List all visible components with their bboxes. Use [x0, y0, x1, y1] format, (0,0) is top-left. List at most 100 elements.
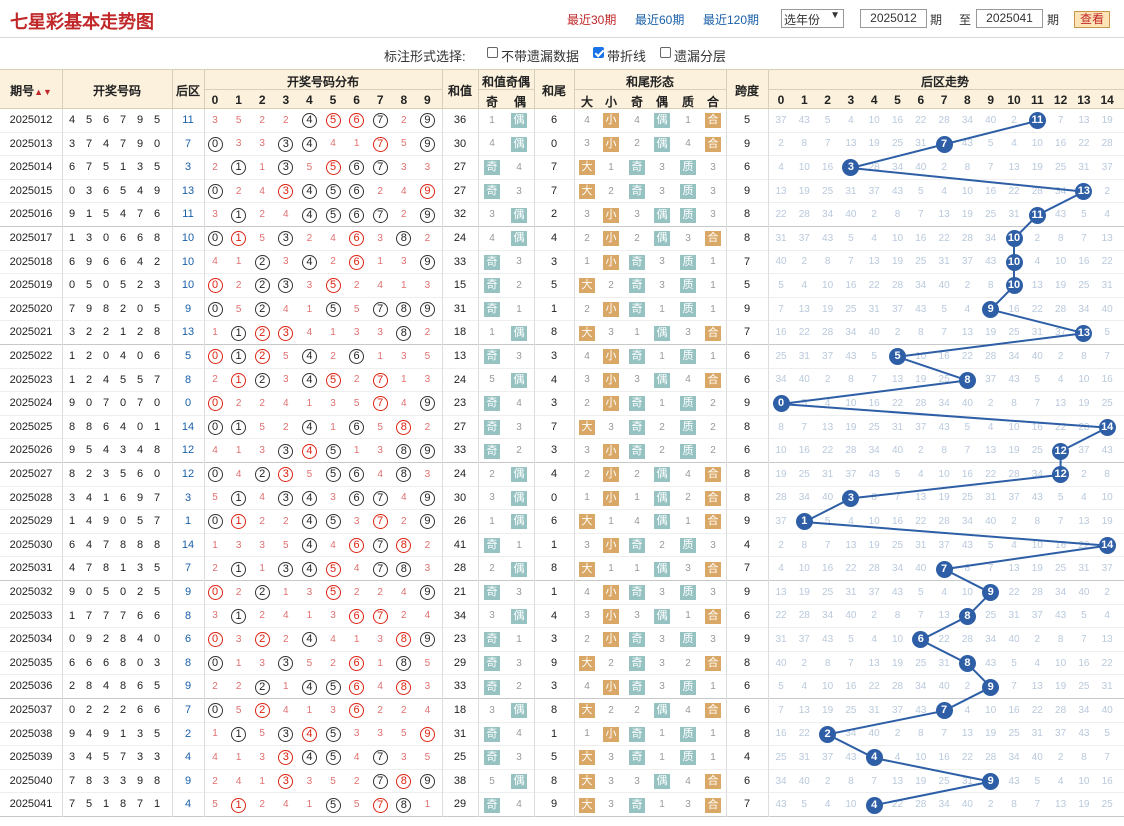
composite-tag: 合 [705, 467, 721, 483]
digit-ball: 6 [349, 113, 365, 129]
to-issue-input[interactable]: 2025041 [976, 9, 1043, 28]
back-trend-miss: 10 [798, 161, 810, 173]
number-cell: 4 [68, 114, 76, 126]
prime-tag: 质 [680, 679, 696, 695]
back-trend-miss: 2 [871, 209, 877, 221]
back-trend-miss: 25 [845, 303, 857, 315]
back-head-13: 13 [1077, 93, 1091, 107]
back-trend-miss: 2 [1081, 468, 1087, 480]
number-cell: 7 [68, 302, 76, 315]
span-cell: 6 [743, 444, 751, 457]
sort-icon[interactable]: ▲▼ [34, 87, 52, 97]
back-trend-miss: 4 [1011, 539, 1017, 551]
from-issue-input[interactable]: 2025012 [860, 9, 927, 28]
number-cell: 2 [102, 326, 110, 339]
back-trend-miss: 37 [775, 114, 787, 126]
digit-miss: 2 [424, 232, 431, 244]
digit-miss: 5 [235, 114, 242, 126]
back-trend-miss: 7 [1104, 350, 1110, 362]
tail-cell: 1 [550, 302, 558, 315]
checkbox-no-miss[interactable] [487, 47, 498, 58]
year-select[interactable]: 选年份 ▼ [781, 9, 844, 28]
digit-miss: 4 [283, 704, 289, 716]
option-line-label: 带折线 [607, 49, 647, 64]
back-trend-miss: 31 [915, 539, 927, 551]
query-button[interactable]: 查看 [1074, 11, 1110, 28]
span-cell: 9 [743, 302, 751, 315]
back-trend-miss: 43 [868, 468, 880, 480]
sum-cell: 38 [453, 774, 467, 787]
prime-tag: 质 [680, 632, 696, 648]
column-divider [574, 109, 575, 817]
back-trend-miss: 13 [891, 374, 904, 386]
number-cell: 6 [136, 232, 144, 244]
back-trend-miss: 40 [868, 327, 880, 339]
number-cell: 4 [102, 137, 110, 150]
back-trend-miss: 5 [918, 185, 924, 197]
back-trend-ball: 11 [1028, 206, 1046, 224]
back-trend-miss: 31 [1078, 563, 1090, 575]
digit-miss: 5 [353, 303, 360, 315]
number-cell: 5 [119, 373, 127, 386]
small-miss: 3 [608, 799, 614, 811]
back-trend-miss: 31 [868, 704, 880, 716]
small-miss: 2 [608, 185, 614, 197]
range-30-link[interactable]: 最近30期 [567, 13, 617, 27]
back-trend-miss: 37 [938, 539, 950, 551]
small-tag: 小 [603, 113, 619, 129]
digit-miss: 3 [401, 161, 407, 173]
odd2-miss: 2 [634, 138, 640, 150]
checkbox-line[interactable] [593, 47, 604, 58]
number-cell: 9 [68, 208, 76, 221]
number-cell: 2 [136, 326, 144, 339]
checkbox-layer[interactable] [660, 47, 671, 58]
back-trend-ball: 11 [1028, 112, 1046, 130]
number-cell: 0 [119, 586, 127, 598]
back-trend-miss: 28 [1031, 586, 1043, 598]
sum-even-miss: 2 [516, 279, 522, 291]
digit-miss: 5 [235, 704, 242, 716]
back-trend-miss: 37 [891, 303, 904, 315]
col-issue[interactable]: 期号▲▼ [10, 84, 52, 98]
digit-miss: 1 [259, 775, 265, 787]
even2-tag: 偶 [654, 325, 670, 341]
back-trend-miss: 31 [938, 657, 950, 669]
table-row: 2025027 8 2 3 5 6 0 12 0 4 2 3 5 5 6 4 8 3 24 2 偶 4 2 小 2 偶 4 合 8 19 2… [0, 463, 1124, 487]
sum-cell: 28 [453, 562, 467, 575]
back-trend-miss: 13 [985, 445, 997, 457]
back-trend-miss: 22 [915, 515, 927, 527]
digit-miss: 2 [212, 775, 218, 787]
table-row: 2025016 9 1 5 4 7 6 11 3 1 2 4 4 5 6 7 2 9 32 3 偶 2 3 小 3 偶质 3 8 22 2… [0, 203, 1124, 227]
digit-ball: 9 [419, 254, 435, 270]
number-cell: 4 [119, 420, 127, 433]
range-60-link[interactable]: 最近60期 [635, 13, 685, 27]
digit-ball: 4 [301, 113, 317, 129]
back-trend-miss: 2 [894, 327, 901, 339]
issue-cell: 2025021 [9, 326, 53, 339]
small-miss: 2 [608, 279, 614, 291]
digit-miss: 4 [401, 397, 407, 409]
back-trend-miss: 19 [868, 138, 880, 150]
back-trend-miss: 10 [1078, 374, 1090, 386]
number-cell: 3 [68, 137, 76, 150]
column-divider [478, 109, 479, 817]
sum-cell: 24 [453, 232, 467, 244]
number-cell: 9 [85, 255, 93, 268]
back-head-3: 3 [847, 93, 855, 107]
composite-miss: 1 [710, 256, 716, 268]
back-trend-miss: 7 [1104, 751, 1110, 763]
tail-cell: 7 [550, 161, 558, 174]
back-trend-miss: 28 [961, 232, 973, 244]
range-120-link[interactable]: 最近120期 [703, 13, 760, 27]
back-trend-miss: 13 [845, 138, 857, 150]
back-trend-miss: 8 [801, 138, 808, 150]
prime-miss: 3 [685, 563, 691, 575]
back-trend-miss: 8 [894, 610, 901, 622]
number-cell: 7 [136, 397, 144, 410]
number-cell: 8 [119, 680, 127, 693]
back-cell: 7 [184, 137, 192, 150]
column-divider [62, 109, 63, 817]
big-tag: 大 [579, 514, 595, 530]
span-cell: 8 [743, 491, 751, 504]
sum-odd-tag: 奇 [484, 396, 500, 412]
